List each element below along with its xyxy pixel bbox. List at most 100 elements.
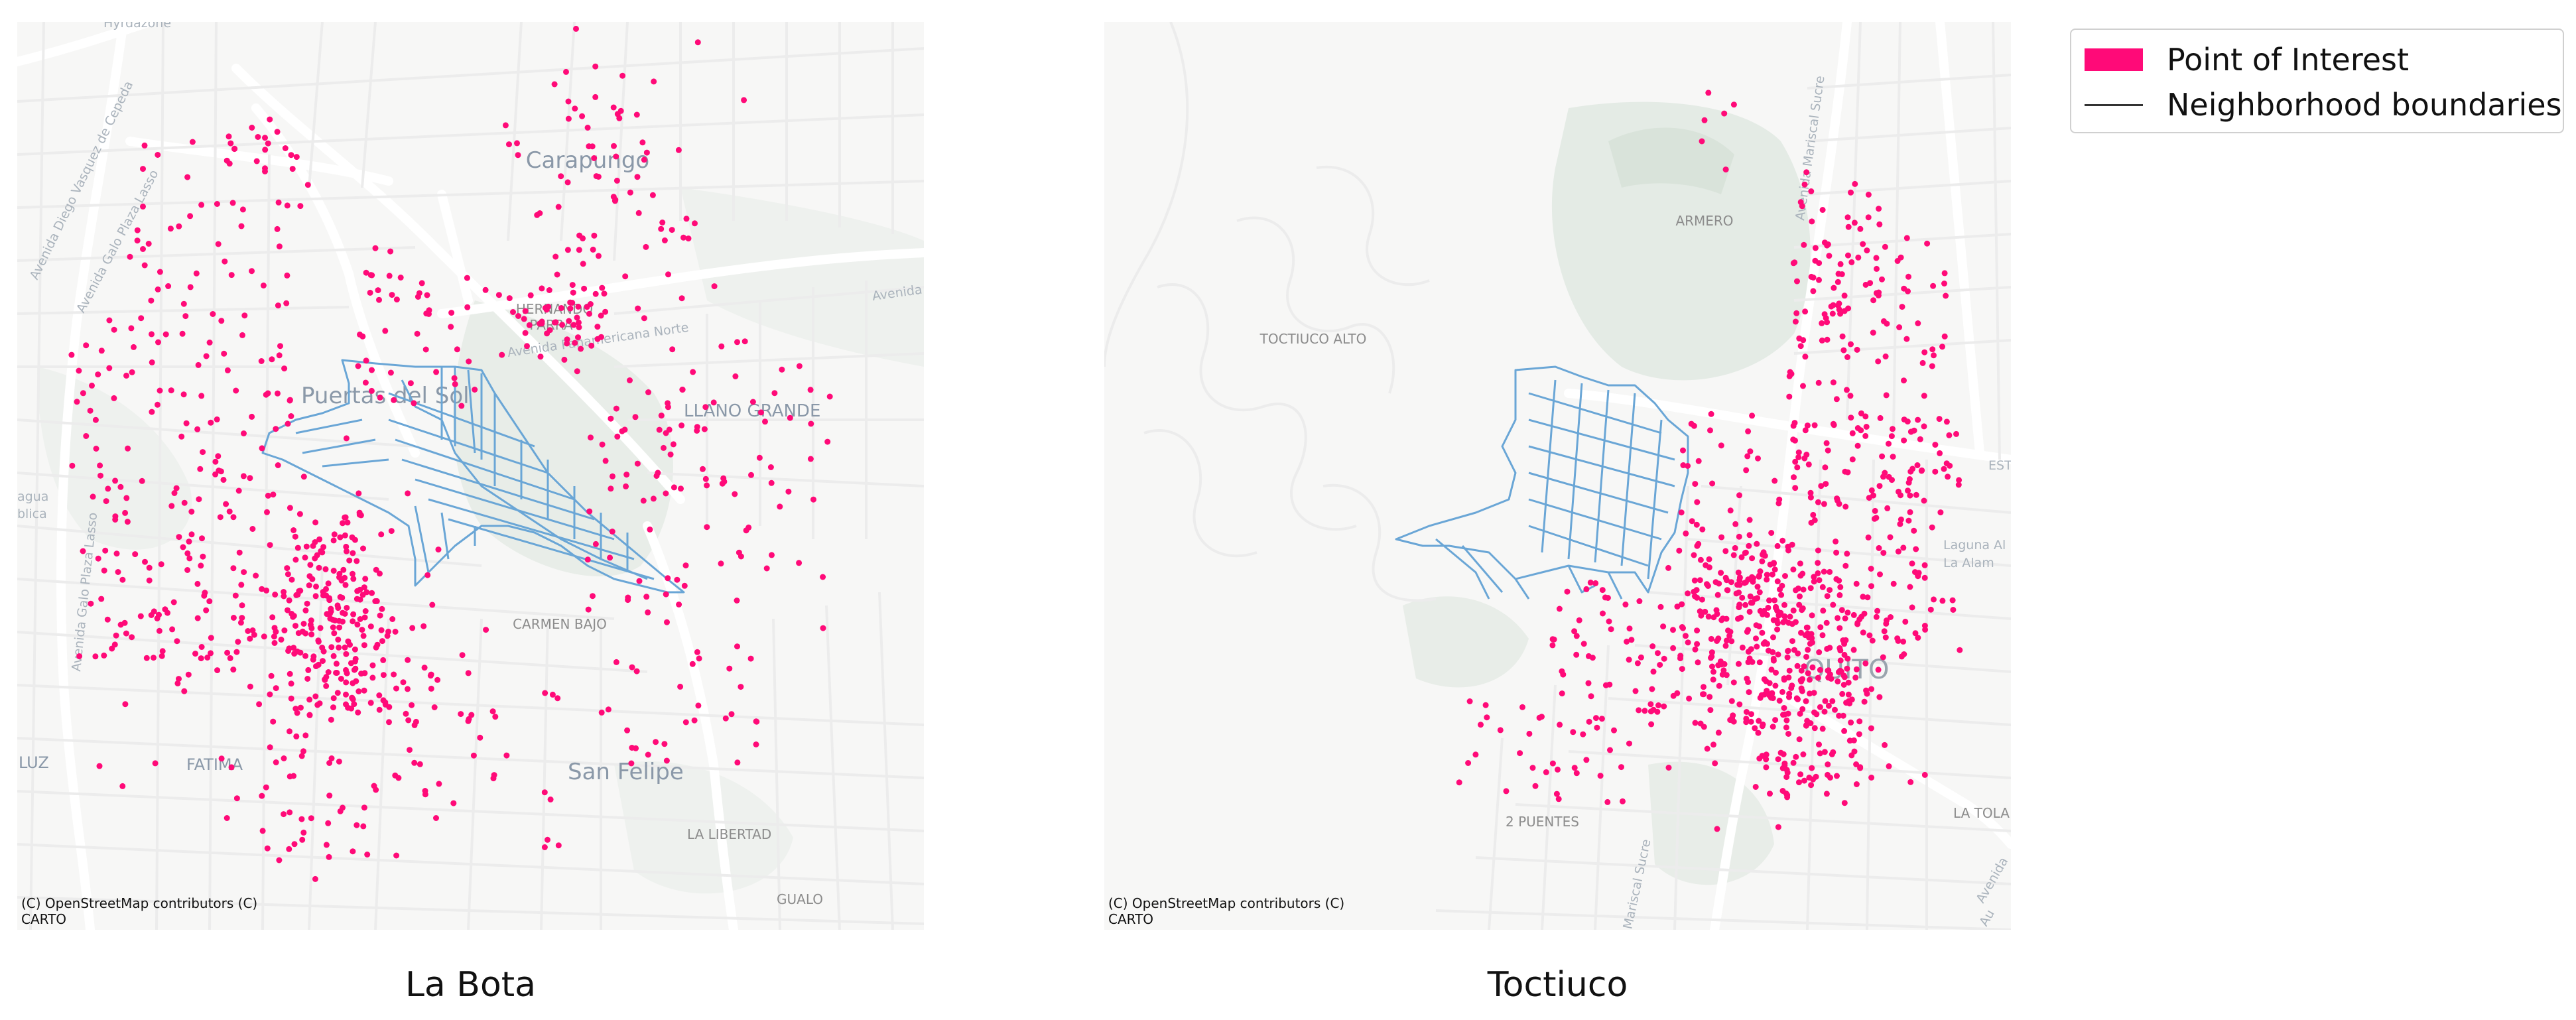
poi-point	[1914, 571, 1921, 578]
poi-point	[1692, 646, 1699, 653]
poi-point	[586, 143, 592, 150]
poi-point	[420, 623, 427, 629]
poi-point	[1697, 720, 1704, 727]
poi-point	[645, 609, 651, 615]
poi-point	[1882, 634, 1889, 641]
poi-point	[1833, 539, 1839, 544]
poi-point	[1746, 608, 1753, 615]
poi-point	[1809, 612, 1815, 619]
poi-point	[294, 591, 301, 598]
poi-point	[344, 670, 350, 676]
poi-point	[197, 466, 204, 472]
map-caption-la-bota: La Bota	[405, 965, 537, 1005]
poi-point	[1790, 436, 1797, 443]
poi-point	[1555, 766, 1561, 773]
poi-point	[1811, 422, 1818, 428]
poi-point	[1724, 587, 1731, 594]
poi-point	[247, 635, 253, 642]
poi-point	[387, 248, 394, 255]
poi-point	[361, 804, 367, 811]
poi-point	[336, 624, 343, 631]
poi-point	[1844, 550, 1850, 557]
poi-point	[653, 739, 659, 745]
poi-point	[436, 781, 442, 787]
poi-point	[140, 203, 146, 210]
poi-point	[228, 272, 235, 279]
poi-point	[1801, 663, 1807, 670]
poi-point	[176, 534, 182, 541]
poi-point	[1851, 748, 1858, 755]
poi-point	[76, 653, 83, 659]
poi-point	[632, 414, 639, 420]
poi-point	[325, 820, 332, 826]
poi-point	[1743, 719, 1750, 726]
poi-point	[405, 657, 411, 663]
poi-point	[1808, 519, 1815, 526]
poi-point	[357, 586, 363, 593]
poi-point	[1756, 623, 1763, 629]
poi-point	[69, 462, 76, 469]
poi-point	[665, 271, 671, 278]
poi-point	[1880, 654, 1886, 661]
poi-point	[265, 140, 271, 147]
poi-point	[768, 479, 775, 486]
poi-point	[129, 369, 135, 375]
poi-point	[1918, 468, 1925, 474]
poi-point	[1798, 667, 1805, 674]
poi-point	[342, 644, 348, 651]
map-panel-toctiuco[interactable]: ARMERO TOCTIUCO ALTO QUITO 2 PUENTES LA …	[1104, 22, 2011, 930]
poi-point	[1676, 547, 1683, 554]
poi-point	[138, 315, 145, 322]
basemap-la-bota: Carapungo HERNANDO PARRA Puertas del Sol…	[17, 22, 924, 930]
poi-point	[317, 625, 324, 631]
poi-point	[1665, 765, 1672, 771]
poi-point	[258, 358, 265, 364]
poi-point	[360, 545, 366, 552]
poi-point	[1905, 487, 1911, 494]
poi-point	[275, 462, 281, 468]
poi-point	[274, 129, 281, 135]
poi-point	[322, 566, 329, 572]
poi-point	[1599, 587, 1606, 594]
poi-point	[249, 268, 255, 275]
poi-point	[1709, 663, 1715, 670]
poi-point	[379, 606, 385, 612]
poi-point	[1844, 354, 1850, 360]
poi-point	[1571, 765, 1578, 771]
poi-point	[1879, 276, 1885, 283]
poi-point	[1802, 308, 1809, 315]
poi-point	[1957, 647, 1963, 653]
poi-point	[377, 612, 383, 619]
poi-point	[343, 691, 349, 698]
poi-point	[1670, 627, 1676, 633]
poi-point	[235, 487, 242, 494]
poi-point	[1677, 653, 1684, 659]
poi-point	[1771, 478, 1778, 484]
poi-point	[598, 334, 604, 340]
poi-point	[1937, 450, 1943, 456]
poi-point	[640, 497, 647, 504]
poi-point	[378, 627, 385, 633]
poi-point	[146, 577, 153, 584]
poi-point	[1924, 240, 1931, 247]
poi-point	[711, 283, 718, 290]
poi-point	[1710, 676, 1716, 683]
poi-point	[1913, 546, 1919, 552]
poi-point	[1853, 761, 1860, 767]
poi-point	[574, 314, 580, 321]
poi-point	[634, 174, 641, 180]
poi-point	[288, 413, 294, 419]
poi-point	[1901, 416, 1907, 423]
poi-point	[232, 592, 239, 599]
poi-point	[276, 857, 283, 863]
poi-point	[1636, 598, 1643, 604]
poi-point	[1921, 771, 1928, 778]
poi-point	[323, 682, 330, 689]
poi-point	[1789, 682, 1795, 689]
poi-point	[1865, 214, 1872, 221]
poi-point	[1778, 592, 1785, 598]
poi-point	[1694, 499, 1701, 505]
poi-point	[184, 567, 191, 573]
poi-point	[1706, 564, 1712, 570]
map-panel-la-bota[interactable]: Carapungo HERNANDO PARRA Puertas del Sol…	[17, 22, 924, 930]
